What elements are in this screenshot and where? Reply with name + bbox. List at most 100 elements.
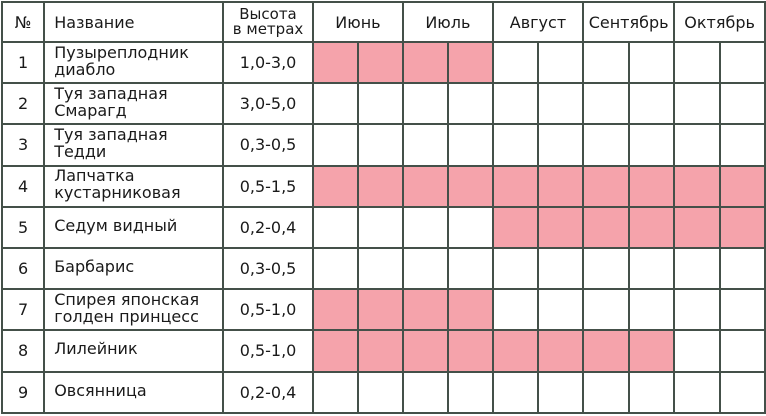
bloom-cell: [536, 246, 585, 291]
bloom-cell-active: [446, 164, 494, 208]
header-height-line1: Высота: [239, 5, 297, 23]
bloom-cell-active: [401, 329, 449, 373]
bloom-cell-active: [718, 205, 766, 249]
bloom-cell: [673, 82, 721, 126]
bloom-cell-active: [446, 40, 494, 85]
row-num: 3: [0, 123, 46, 167]
bloom-cell-active: [536, 164, 585, 208]
plant-name: Пузыреплодник диабло: [43, 40, 225, 85]
bloom-cell: [446, 123, 494, 167]
plant-name-line1: Седум видный: [54, 215, 178, 235]
bloom-cell: [536, 370, 585, 414]
row-num: 7: [0, 288, 46, 332]
bloom-cell-active: [312, 164, 359, 208]
plant-name: Спирея японская голден принцесс: [43, 288, 225, 332]
row-num: 2: [0, 82, 46, 126]
row-num: 9: [0, 370, 46, 414]
bloom-cell-active: [312, 40, 359, 85]
bloom-cell: [627, 82, 676, 126]
header-month-august: Август: [491, 1, 585, 43]
bloom-cell: [356, 246, 404, 291]
plant-name-line1: Спирея японская: [54, 289, 200, 309]
bloom-cell: [312, 205, 359, 249]
bloom-cell-active: [491, 329, 539, 373]
table-row: 7 Спирея японская голден принцесс 0,5-1,0: [0, 288, 766, 332]
row-num: 4: [0, 164, 46, 208]
plant-name: Лапчатка кустарниковая: [43, 164, 225, 208]
bloom-cell: [491, 123, 539, 167]
plant-name-line1: Лилейник: [54, 339, 138, 359]
plant-name-line1: Туя западная: [54, 83, 168, 103]
plant-name-line1: Овсянница: [54, 380, 147, 400]
bloom-cell: [718, 370, 766, 414]
bloom-cell: [491, 40, 539, 85]
plant-name-line2: Смарагд: [54, 100, 127, 120]
bloom-cell: [446, 246, 494, 291]
plant-name-line2: голден принцесс: [54, 306, 199, 326]
bloom-cell-active: [673, 164, 721, 208]
bloom-cell-active: [627, 205, 676, 249]
plant-height: 0,2-0,4: [222, 370, 314, 414]
row-num: 5: [0, 205, 46, 249]
bloom-cell-active: [312, 329, 359, 373]
table-row: 9 Овсянница 0,2-0,4: [0, 370, 766, 414]
bloom-cell: [356, 123, 404, 167]
bloom-cell-active: [718, 164, 766, 208]
bloom-cell: [401, 123, 449, 167]
row-num: 8: [0, 329, 46, 373]
bloom-cell-active: [446, 329, 494, 373]
bloom-cell-active: [356, 164, 404, 208]
bloom-cell: [673, 329, 721, 373]
bloom-cell: [582, 82, 630, 126]
plant-name: Туя западная Смарагд: [43, 82, 225, 126]
bloom-cell: [536, 40, 585, 85]
bloom-cell: [312, 82, 359, 126]
bloom-cell: [356, 82, 404, 126]
bloom-cell: [312, 123, 359, 167]
header-name: Название: [43, 1, 225, 43]
bloom-cell: [718, 288, 766, 332]
bloom-cell: [536, 123, 585, 167]
plant-height: 0,5-1,0: [222, 329, 314, 373]
bloom-cell: [582, 370, 630, 414]
plant-name: Барбарис: [43, 246, 225, 291]
bloom-cell-active: [401, 40, 449, 85]
bloom-cell: [718, 82, 766, 126]
bloom-cell-active: [491, 164, 539, 208]
plant-name-line1: Туя западная: [54, 124, 168, 144]
header-month-june: Июнь: [312, 1, 404, 43]
plant-name: Туя западная Тедди: [43, 123, 225, 167]
plant-name-line1: Лапчатка: [54, 166, 135, 186]
table-row: 4 Лапчатка кустарниковая 0,5-1,5: [0, 164, 766, 208]
bloom-cell: [718, 123, 766, 167]
bloom-cell-active: [582, 205, 630, 249]
plant-height: 0,2-0,4: [222, 205, 314, 249]
header-height-line2: в метрах: [232, 20, 304, 38]
bloom-cell: [312, 370, 359, 414]
bloom-cell-active: [536, 329, 585, 373]
header-month-july: Июль: [401, 1, 494, 43]
bloom-cell: [582, 40, 630, 85]
bloom-cell: [627, 40, 676, 85]
bloom-cell: [673, 246, 721, 291]
bloom-cell-active: [627, 329, 676, 373]
bloom-cell: [718, 246, 766, 291]
bloom-cell: [673, 370, 721, 414]
bloom-cell-active: [582, 164, 630, 208]
bloom-cell-active: [582, 329, 630, 373]
bloom-cell-active: [356, 40, 404, 85]
bloom-cell: [718, 40, 766, 85]
plant-name: Овсянница: [43, 370, 225, 414]
header-row: № Название Высота в метрах Июнь Июль Авг…: [0, 1, 766, 43]
plant-name-line1: Пузыреплодник: [54, 42, 189, 62]
plant-height: 1,0-3,0: [222, 40, 314, 85]
header-num: №: [0, 1, 46, 43]
bloom-cell-active: [312, 288, 359, 332]
bloom-cell: [673, 40, 721, 85]
bloom-cell-active: [536, 205, 585, 249]
bloom-cell: [491, 246, 539, 291]
plant-height: 0,3-0,5: [222, 246, 314, 291]
bloom-cell: [446, 82, 494, 126]
bloom-cell: [627, 370, 676, 414]
